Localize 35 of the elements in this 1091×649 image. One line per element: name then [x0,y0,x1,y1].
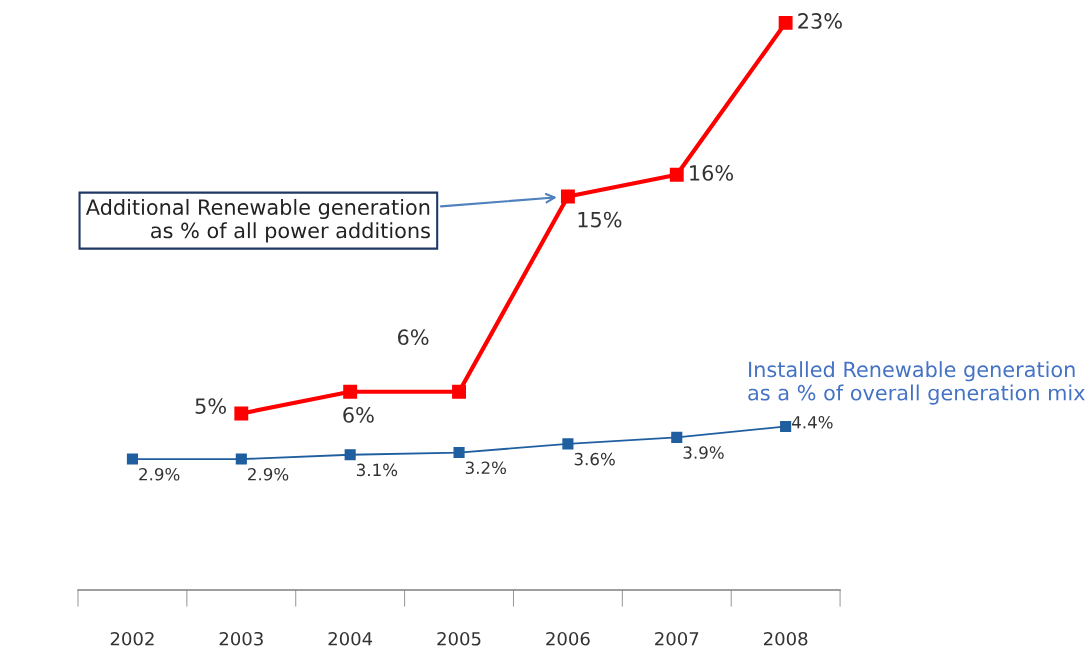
data-label: 16% [690,165,734,181]
x-tick-label: 2006 [546,631,590,646]
data-label: 6% [397,329,429,346]
point [452,384,466,399]
x-tick-label: 2003 [219,631,263,646]
data-label: 2.9% [248,467,289,481]
data-label: 2.9% [139,467,180,481]
data-label: 5% [195,398,226,414]
point [453,447,465,459]
point [560,189,575,204]
data-label: 3.9% [683,446,724,459]
data-label: 3.1% [357,463,398,477]
point [671,431,683,443]
data-label: 23% [798,13,842,29]
data-label: 4.4% [792,415,833,429]
point [343,384,358,399]
x-tick-label: 2005 [437,631,481,646]
text: Additional Renewable generation as % of all power additions [85,198,430,243]
point [126,453,138,465]
x-tick-label: 2007 [655,631,699,646]
series-label: Installed Renewable generation as a % of overall generation mix [748,361,1085,405]
point [562,438,574,450]
x-tick-label: 2008 [763,631,808,646]
x-tick-label: 2004 [328,631,373,646]
point [234,406,249,421]
data-label: 3.2% [465,461,507,475]
point [344,449,356,461]
data-label: 3.6% [574,452,615,466]
point [778,15,793,30]
data-label: 15% [578,211,622,228]
x-tick-label: 2002 [110,631,154,646]
point [235,453,247,465]
data-label: 6% [343,407,374,423]
point [669,167,684,182]
point [780,420,792,433]
